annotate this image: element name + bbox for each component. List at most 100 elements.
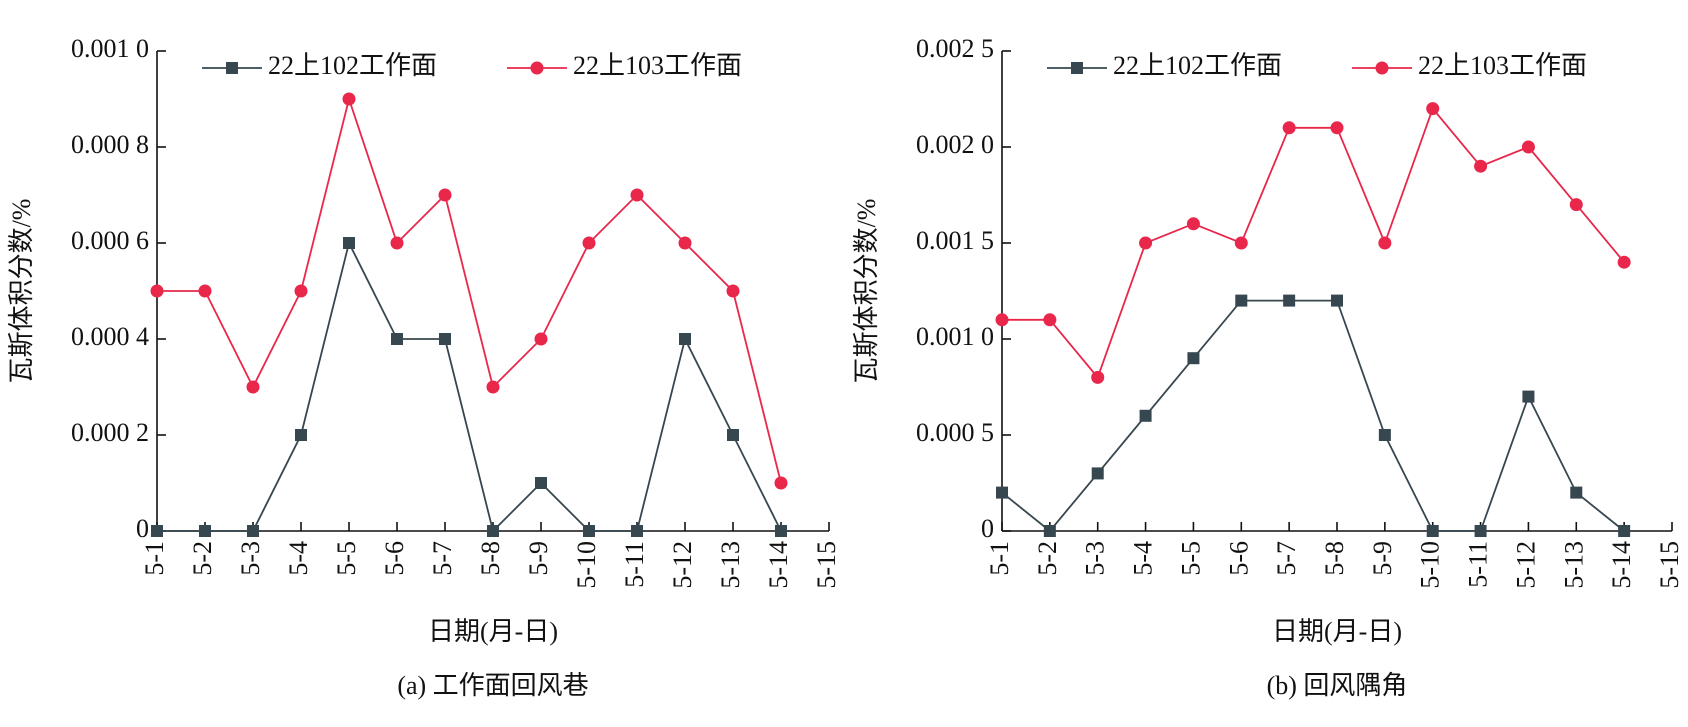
point bbox=[775, 525, 787, 537]
x-tick-label: 5-5 bbox=[1176, 541, 1205, 576]
y-tick-label: 0.000 4 bbox=[71, 322, 149, 351]
x-tick-label: 5-4 bbox=[284, 541, 313, 576]
point bbox=[1091, 370, 1105, 384]
point bbox=[343, 237, 355, 249]
point bbox=[199, 525, 211, 537]
x-tick-label: 5-10 bbox=[1416, 541, 1445, 589]
point bbox=[995, 313, 1009, 327]
x-tick-label: 5-15 bbox=[812, 541, 841, 589]
point bbox=[1330, 121, 1344, 135]
point bbox=[1139, 236, 1153, 250]
point bbox=[582, 236, 596, 250]
x-tick-label: 5-8 bbox=[476, 541, 505, 576]
point bbox=[1235, 294, 1248, 307]
point bbox=[1282, 121, 1296, 135]
point bbox=[1378, 236, 1392, 250]
x-tick-label: 5-10 bbox=[572, 541, 601, 589]
y-tick-label: 0.001 5 bbox=[916, 226, 994, 255]
point bbox=[534, 332, 548, 346]
x-tick-label: 5-3 bbox=[236, 541, 265, 576]
point bbox=[247, 525, 259, 537]
point bbox=[1186, 217, 1200, 231]
legend-marker bbox=[1071, 62, 1083, 74]
point bbox=[150, 284, 164, 298]
y-tick-label: 0.000 8 bbox=[71, 130, 149, 159]
point bbox=[1618, 525, 1631, 537]
caption: (a) 工作面回风巷 bbox=[397, 671, 588, 700]
x-tick-label: 5-15 bbox=[1655, 541, 1684, 589]
point bbox=[583, 525, 595, 537]
legend-marker bbox=[226, 62, 238, 74]
point bbox=[1331, 294, 1343, 307]
point bbox=[1474, 525, 1487, 537]
x-tick-label: 5-14 bbox=[1607, 541, 1636, 589]
point bbox=[342, 92, 356, 106]
point bbox=[1139, 409, 1152, 422]
y-tick-label: 0.000 2 bbox=[71, 418, 149, 447]
x-tick-label: 5-9 bbox=[1368, 541, 1397, 576]
point bbox=[630, 188, 644, 202]
x-tick-label: 5-3 bbox=[1081, 541, 1110, 576]
point bbox=[1283, 294, 1296, 307]
point bbox=[774, 476, 788, 490]
caption: (b) 回风隅角 bbox=[1267, 671, 1408, 700]
point bbox=[1378, 429, 1391, 441]
legend-label: 22上103工作面 bbox=[573, 51, 742, 80]
point bbox=[1043, 525, 1056, 537]
point bbox=[535, 477, 547, 489]
x-tick-label: 5-1 bbox=[985, 541, 1014, 576]
x-tick-label: 5-7 bbox=[428, 541, 457, 576]
point bbox=[487, 525, 499, 537]
point bbox=[1569, 198, 1583, 212]
point bbox=[390, 236, 404, 250]
point bbox=[486, 380, 500, 394]
point bbox=[1043, 313, 1057, 327]
y-tick-label: 0.002 5 bbox=[916, 34, 994, 63]
x-tick-label: 5-5 bbox=[332, 541, 361, 576]
point bbox=[631, 525, 643, 537]
point bbox=[151, 525, 163, 537]
series-line bbox=[157, 95, 782, 484]
legend-marker bbox=[530, 61, 544, 75]
point bbox=[1474, 159, 1488, 173]
x-tick-label: 5-12 bbox=[668, 541, 697, 589]
legend-label: 22上102工作面 bbox=[1113, 51, 1282, 80]
point bbox=[1426, 102, 1440, 116]
point bbox=[1187, 352, 1200, 365]
point bbox=[679, 333, 691, 345]
point bbox=[1570, 486, 1583, 499]
x-tick-label: 5-13 bbox=[1559, 541, 1588, 589]
x-tick-label: 5-6 bbox=[1224, 541, 1253, 576]
x-tick-label: 5-1 bbox=[140, 541, 169, 576]
point bbox=[727, 429, 739, 441]
series-line bbox=[157, 240, 782, 533]
y-tick-label: 0.001 0 bbox=[71, 34, 149, 63]
y-tick-label: 0.001 0 bbox=[916, 322, 994, 351]
x-tick-label: 5-2 bbox=[188, 541, 217, 576]
x-tick-label: 5-7 bbox=[1272, 541, 1301, 576]
y-tick-label: 0.000 6 bbox=[71, 226, 149, 255]
x-axis-label: 日期(月-日) bbox=[428, 617, 558, 646]
x-tick-label: 5-6 bbox=[380, 541, 409, 576]
y-axis-label: 瓦斯体积分数/% bbox=[852, 199, 881, 384]
x-tick-label: 5-14 bbox=[764, 541, 793, 589]
y-tick-label: 0.000 5 bbox=[916, 418, 994, 447]
point bbox=[726, 284, 740, 298]
point bbox=[1521, 140, 1535, 154]
point bbox=[295, 429, 307, 441]
x-tick-label: 5-13 bbox=[716, 541, 745, 589]
legend-label: 22上103工作面 bbox=[1418, 51, 1587, 80]
point bbox=[294, 284, 308, 298]
point bbox=[439, 333, 451, 345]
x-tick-label: 5-11 bbox=[1464, 541, 1493, 588]
x-tick-label: 5-9 bbox=[524, 541, 553, 576]
y-tick-label: 0 bbox=[981, 514, 994, 543]
y-tick-label: 0.002 0 bbox=[916, 130, 994, 159]
legend-marker bbox=[1375, 61, 1389, 75]
x-tick-label: 5-12 bbox=[1511, 541, 1540, 589]
point bbox=[1426, 525, 1439, 537]
point bbox=[996, 486, 1008, 499]
point bbox=[678, 236, 692, 250]
x-tick-label: 5-11 bbox=[620, 541, 649, 588]
